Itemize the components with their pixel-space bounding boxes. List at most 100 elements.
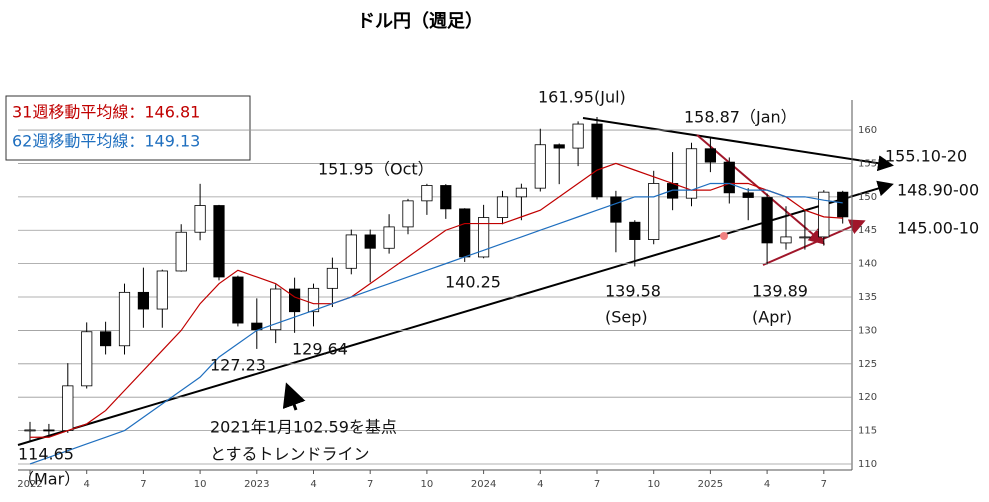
candle-body	[81, 331, 93, 387]
candle-body	[440, 185, 452, 210]
candle-body	[459, 208, 471, 258]
candle-body	[213, 205, 225, 278]
legend-entry: 62週移動平均線：149.13	[12, 132, 200, 151]
annotation: 158.87（Jan）	[684, 108, 797, 127]
candle-body	[232, 276, 244, 324]
annotation: (Sep)	[605, 308, 648, 327]
trend-line	[762, 219, 866, 266]
candle-body	[591, 123, 603, 198]
y-tick-label: 110	[858, 459, 877, 470]
moving-average-line	[30, 162, 843, 438]
y-tick-label: 155	[858, 158, 877, 169]
trend-line	[582, 117, 894, 172]
candle-body	[383, 226, 395, 249]
x-tick-label: 2024	[471, 479, 496, 490]
candle-body	[723, 161, 735, 194]
annotation: 139.89	[752, 282, 808, 301]
annotation: 140.25	[445, 273, 501, 292]
y-tick-label: 160	[858, 125, 877, 136]
candle-body	[289, 288, 301, 313]
candle-body	[685, 148, 698, 199]
trend-lines	[17, 117, 894, 446]
x-tick-label: 2025	[698, 479, 723, 490]
y-tick-label: 150	[858, 192, 877, 203]
candle-body	[534, 144, 546, 189]
x-tick-label: 7	[821, 479, 827, 490]
candle-body	[251, 322, 263, 331]
legend-entry: 31週移動平均線：146.81	[12, 103, 200, 122]
y-tick-label: 130	[858, 325, 877, 336]
candle-body	[118, 291, 131, 347]
annotation: （Mar）	[18, 470, 80, 489]
candle-body	[175, 231, 187, 272]
annotation: 151.95（Oct）	[318, 160, 434, 179]
annotation: 139.58	[605, 282, 661, 301]
chart-title: ドル円（週足）	[357, 11, 483, 32]
x-tick-label: 4	[84, 479, 90, 490]
y-tick-label: 125	[858, 359, 877, 370]
candle-body	[100, 331, 112, 347]
annotation: 129.64	[292, 340, 348, 359]
annotation: 145.00-10	[897, 219, 979, 238]
candle-body	[478, 217, 490, 258]
x-tick-label: 2022	[17, 479, 42, 490]
y-tick-label: 140	[858, 259, 877, 270]
candle-body	[704, 148, 716, 163]
candle-body	[270, 288, 282, 331]
candle-body	[24, 429, 36, 432]
candle-body	[194, 205, 206, 233]
trend-line	[696, 134, 826, 245]
candle-body	[648, 183, 660, 240]
x-tick-label: 4	[310, 479, 316, 490]
candle-body	[364, 234, 376, 249]
annotation: 148.90-00	[897, 181, 979, 200]
marker-dot	[720, 232, 728, 240]
y-tick-label: 120	[858, 392, 877, 403]
annotation: (Apr)	[752, 308, 792, 327]
x-tick-label: 10	[421, 479, 434, 490]
candle-body	[610, 196, 622, 223]
candle-body	[780, 236, 792, 244]
candle-body	[402, 200, 414, 228]
candle-body	[137, 291, 149, 310]
pointer-arrow	[282, 382, 306, 411]
y-tick-label: 135	[858, 292, 877, 303]
trend-line	[17, 180, 894, 446]
candle-body	[818, 191, 830, 238]
candle-body	[553, 144, 565, 149]
annotation: 161.95(Jul)	[538, 88, 626, 107]
candle-body	[799, 236, 811, 239]
x-tick-label: 4	[764, 479, 770, 490]
x-tick-label: 7	[367, 479, 373, 490]
candle-body	[629, 221, 641, 240]
y-tick-label: 115	[858, 426, 877, 437]
candle-body	[837, 191, 849, 218]
candle-body	[572, 123, 584, 149]
x-tick-label: 7	[594, 479, 600, 490]
candle-body	[515, 187, 527, 198]
candle-body	[43, 429, 55, 432]
candle-body	[742, 192, 754, 198]
annotation: とするトレンドライン	[210, 445, 370, 464]
annotation: 114.65	[18, 445, 74, 464]
annotation: 127.23	[210, 356, 266, 375]
candle-body	[421, 185, 433, 202]
y-tick-label: 145	[858, 225, 877, 236]
x-tick-label: 4	[537, 479, 543, 490]
candle-body	[307, 287, 320, 313]
annotation: 2021年1月102.59を基点	[210, 418, 397, 437]
candle-body	[761, 197, 773, 244]
x-tick-label: 10	[647, 479, 660, 490]
candle-body	[496, 196, 509, 218]
candle-body	[156, 270, 168, 310]
x-tick-label: 2023	[244, 479, 269, 490]
legend-box	[5, 95, 251, 161]
candle-body	[326, 267, 338, 289]
moving-average-line	[29, 182, 843, 465]
x-tick-label: 10	[194, 479, 207, 490]
annotation: 155.10-20	[885, 147, 967, 166]
candle-body	[62, 385, 74, 431]
x-tick-label: 7	[140, 479, 146, 490]
candle-body	[345, 234, 357, 269]
